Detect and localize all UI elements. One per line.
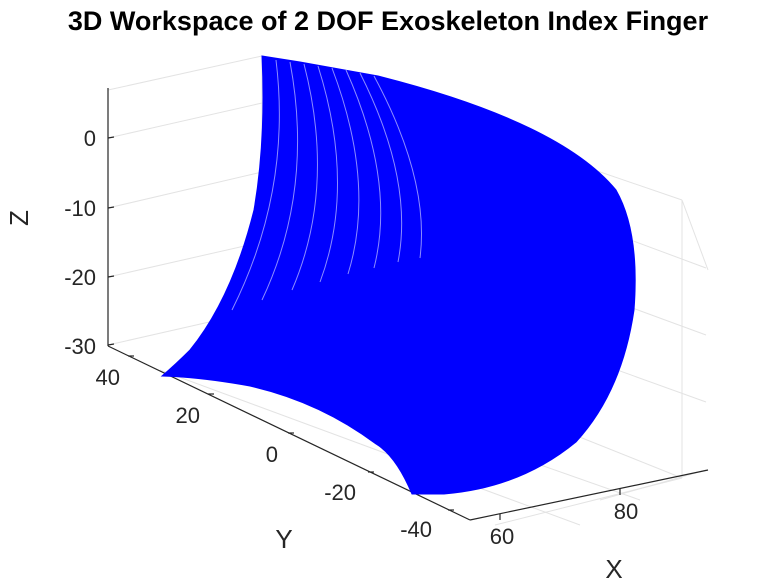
workspace-surface[interactable] [160,55,636,495]
z-tick-label: -20 [64,265,96,290]
z-axis-ticks [107,136,115,346]
surface-grid-lines [231,59,423,311]
y-tick-label: -40 [400,517,432,542]
z-axis-label: Z [4,210,34,226]
y-axis-ticks [128,355,454,511]
y-tick-label: 40 [96,365,120,390]
x-axis-ticks [499,489,621,520]
x-tick-label: 60 [490,524,514,549]
surface-shape [160,55,636,495]
y-tick-label: 20 [176,403,200,428]
z-tick-label: -30 [64,334,96,359]
grid-line [681,199,709,271]
x-axis-label: X [605,554,622,584]
grid-line [107,55,263,91]
y-tick-label: -20 [324,480,356,505]
y-tick-label: 0 [266,442,278,467]
grid-line [599,469,707,501]
x-tick-label: 80 [614,499,638,524]
x-axis-line [469,469,709,521]
grid-line [159,369,581,526]
z-tick-label: 0 [84,126,96,151]
chart-title: 3D Workspace of 2 DOF Exoskeleton Index … [67,6,709,36]
y-axis-label: Y [275,524,292,554]
z-tick-label: -10 [64,196,96,221]
